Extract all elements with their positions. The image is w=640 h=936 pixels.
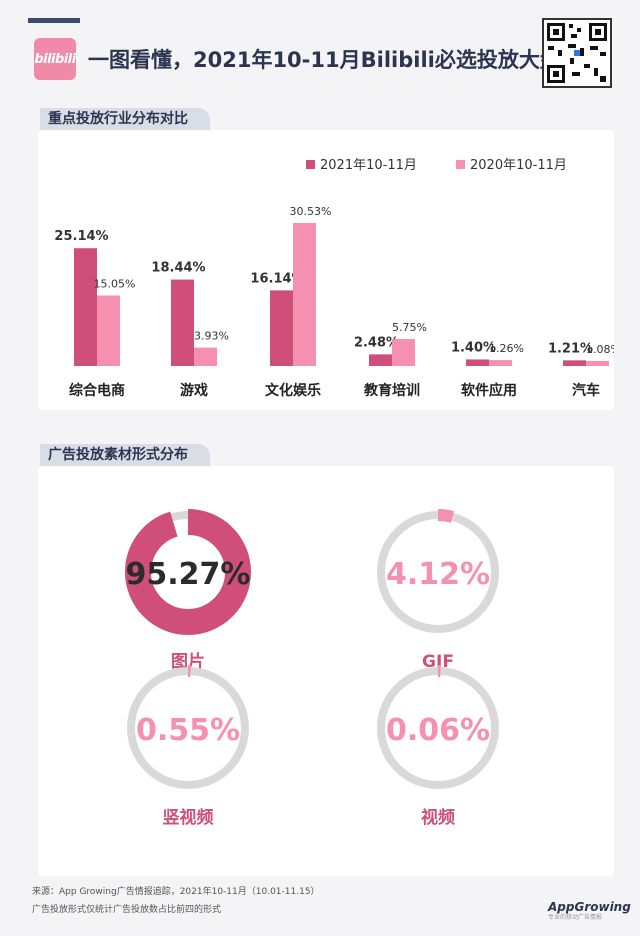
qr-code xyxy=(542,18,612,88)
bar-label-2-1: 30.53% xyxy=(290,205,332,218)
donut-1: 4.12% GIF xyxy=(375,509,501,672)
format-donut-charts: 95.27% 图片 4.12% GIF 0.55% 竖视频 0.06% 视频 xyxy=(125,509,501,828)
bar-label-3-1: 5.75% xyxy=(392,321,427,334)
bar-1-0 xyxy=(171,279,194,366)
format-chart-card: 95.27% 图片 4.12% GIF 0.55% 竖视频 0.06% 视频 xyxy=(38,466,614,876)
bar-0-0 xyxy=(74,248,97,366)
brand-name: AppGrowing xyxy=(548,900,631,914)
bar-2-0 xyxy=(270,290,293,366)
bar-0-1 xyxy=(97,295,120,366)
bar-label-0-0: 25.14% xyxy=(54,229,108,244)
page-title: 一图看懂，2021年10-11月Bilibili必选投放大盘 xyxy=(88,48,561,72)
donut-value-3: 0.06% xyxy=(386,713,490,748)
donut-2: 0.55% 竖视频 xyxy=(125,665,251,828)
donut-name-3: 视频 xyxy=(421,807,455,828)
donut-3: 0.06% 视频 xyxy=(375,665,501,828)
bar-label-1-0: 18.44% xyxy=(151,261,205,276)
legend-label-1: 2020年10-11月 xyxy=(470,158,567,173)
legend-swatch-0 xyxy=(306,160,315,169)
bar-label-1-1: 3.93% xyxy=(194,330,229,343)
qr-code-pattern xyxy=(547,23,607,83)
bar-4-0 xyxy=(466,359,489,366)
donut-name-2: 竖视频 xyxy=(163,807,214,828)
category-label-3: 教育培训 xyxy=(364,382,420,399)
section-format-title: 广告投放素材形式分布 xyxy=(40,444,210,466)
bar-2-1 xyxy=(293,222,316,366)
donut-value-0: 95.27% xyxy=(126,557,251,592)
logo-text: bilibili xyxy=(34,51,76,67)
bar-4-1 xyxy=(489,360,512,366)
header-accent-bar xyxy=(28,18,80,23)
donut-0: 95.27% 图片 xyxy=(125,509,251,672)
legend-swatch-1 xyxy=(456,160,465,169)
donut-name-1: GIF xyxy=(422,652,454,672)
section-industry-title: 重点投放行业分布对比 xyxy=(40,108,210,130)
bar-label-4-0: 1.40% xyxy=(451,340,496,355)
bar-label-3-0: 2.48% xyxy=(354,335,399,350)
bar-label-5-0: 1.21% xyxy=(548,341,593,356)
bar-3-1 xyxy=(392,339,415,366)
industry-chart-card: 2021年10-11月 2020年10-11月 25.14% 15.05% 综合电商 18… xyxy=(38,130,621,410)
bar-label-4-1: 1.26% xyxy=(489,342,524,355)
bar-1-1 xyxy=(194,347,217,366)
source-note: 来源：App Growing广告情报追踪，2021年10-11月（10.01-1… xyxy=(32,887,320,897)
donut-value-2: 0.55% xyxy=(136,713,240,748)
donut-value-1: 4.12% xyxy=(386,557,490,592)
appgrowing-logo: AppGrowing 专业的移动广告情报 xyxy=(548,900,631,921)
bar-5-0 xyxy=(563,360,586,366)
donut-arc-0 xyxy=(125,509,251,635)
format-note: 广告投放形式仅统计广告投放数占比前四的形式 xyxy=(32,905,222,915)
donut-arc-2 xyxy=(125,665,251,791)
brand-subtitle: 专业的移动广告情报 xyxy=(548,914,603,921)
industry-bar-chart: 2021年10-11月 2020年10-11月 25.14% 15.05% 综合电商 18… xyxy=(54,158,621,399)
donut-arc-1 xyxy=(375,509,501,635)
donut-name-0: 图片 xyxy=(171,651,205,672)
bilibili-logo: bilibili xyxy=(34,38,76,80)
category-label-4: 软件应用 xyxy=(461,382,517,399)
bar-5-1 xyxy=(586,360,609,366)
bar-label-5-1: 1.08% xyxy=(586,343,614,356)
donut-arc-3 xyxy=(375,665,501,791)
category-label-5: 汽车 xyxy=(572,382,600,399)
bar-3-0 xyxy=(369,354,392,366)
bar-label-0-1: 15.05% xyxy=(94,277,136,290)
category-label-0: 综合电商 xyxy=(69,382,125,399)
legend-label-0: 2021年10-11月 xyxy=(320,158,417,173)
bar-label-2-0: 16.14% xyxy=(250,271,304,286)
category-label-2: 文化娱乐 xyxy=(265,382,321,399)
category-label-1: 游戏 xyxy=(180,382,208,399)
